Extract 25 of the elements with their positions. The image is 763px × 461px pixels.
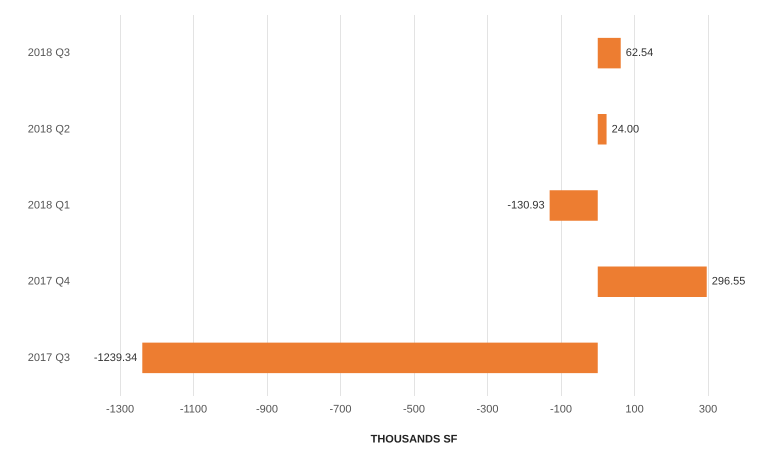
bar xyxy=(550,190,598,221)
y-tick-label: 2018 Q2 xyxy=(28,123,70,136)
data-label: 24.00 xyxy=(612,123,640,136)
x-axis-title: THOUSANDS SF xyxy=(370,434,458,446)
y-tick-label: 2018 Q3 xyxy=(28,47,70,60)
x-tick-label: 100 xyxy=(625,404,644,416)
data-label: -130.93 xyxy=(507,200,545,212)
x-tick-label: -700 xyxy=(329,404,352,416)
x-tick-label: -900 xyxy=(256,404,278,416)
bar xyxy=(142,342,598,374)
bar xyxy=(598,266,707,297)
data-label: -1239.34 xyxy=(94,352,138,364)
data-label: 296.55 xyxy=(712,276,746,288)
bar xyxy=(598,38,621,68)
y-tick-label: 2017 Q3 xyxy=(28,352,70,364)
x-tick-label: -1100 xyxy=(180,404,208,416)
data-label: 62.54 xyxy=(626,47,654,60)
x-tick-label: -300 xyxy=(476,404,499,416)
x-tick-label: -100 xyxy=(550,404,572,416)
x-tick-label: 300 xyxy=(698,404,718,416)
bar xyxy=(598,114,607,145)
y-tick-label: 2017 Q4 xyxy=(28,276,70,288)
y-tick-label: 2018 Q1 xyxy=(28,200,70,212)
x-tick-label: -500 xyxy=(402,404,426,416)
x-tick-label: -1300 xyxy=(106,404,134,416)
